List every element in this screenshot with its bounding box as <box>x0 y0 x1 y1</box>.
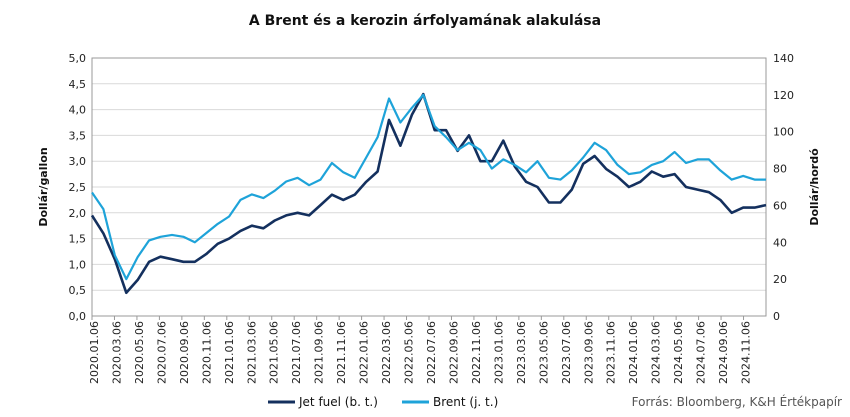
x-tick-label: 2024.11.06 <box>740 321 753 384</box>
left-axis-title: Dollár/gallon <box>37 147 50 226</box>
left-tick-label: 5,0 <box>69 52 87 65</box>
right-axis-ticks: 0 20 40 60 80 100 120 140 <box>773 52 794 323</box>
x-tick-label: 2023.09.06 <box>582 321 595 384</box>
x-tick-label: 2021.09.06 <box>313 321 326 384</box>
x-tick-label: 2024.01.06 <box>627 321 640 384</box>
x-tick-label: 2021.01.06 <box>223 321 236 384</box>
source-note: Forrás: Bloomberg, K&H Értékpapír <box>632 394 842 409</box>
x-tick-label: 2024.09.06 <box>717 321 730 384</box>
x-tick-label: 2024.05.06 <box>672 321 685 384</box>
left-tick-label: 1,0 <box>69 258 87 271</box>
x-tick-label: 2020.07.06 <box>155 321 168 384</box>
right-tick-label: 100 <box>773 126 794 139</box>
right-tick-label: 140 <box>773 52 794 65</box>
left-tick-label: 2,5 <box>69 181 87 194</box>
series-layer <box>90 92 767 295</box>
x-tick-label: 2021.11.06 <box>335 321 348 384</box>
x-tick-label: 2022.03.06 <box>380 321 393 384</box>
left-tick-label: 0,0 <box>69 310 87 323</box>
x-tick-label: 2024.03.06 <box>650 321 663 384</box>
x-tick-label: 2020.03.06 <box>110 321 123 384</box>
x-tick-label: 2020.01.06 <box>88 321 101 384</box>
right-tick-label: 60 <box>773 199 787 212</box>
left-tick-label: 1,5 <box>69 233 87 246</box>
x-tick-label: 2020.09.06 <box>178 321 191 384</box>
right-tick-label: 0 <box>773 310 780 323</box>
legend: Jet fuel (b. t.) Brent (j. t.) <box>268 395 498 409</box>
left-tick-label: 3,0 <box>69 155 87 168</box>
series-line-jet-fuel <box>90 92 767 295</box>
x-tick-label: 2022.11.06 <box>470 321 483 384</box>
x-tick-label: 2023.11.06 <box>605 321 618 384</box>
x-tick-label: 2023.03.06 <box>515 321 528 384</box>
right-tick-label: 120 <box>773 89 794 102</box>
x-tick-label: 2021.07.06 <box>290 321 303 384</box>
grid-layer <box>92 83 766 291</box>
chart-title: A Brent és a kerozin árfolyamának alakul… <box>249 13 601 29</box>
left-tick-label: 4,5 <box>69 78 87 91</box>
x-tick-label: 2020.11.06 <box>200 321 213 384</box>
right-tick-label: 80 <box>773 163 787 176</box>
left-tick-label: 2,0 <box>69 207 87 220</box>
x-tick-label: 2022.05.06 <box>403 321 416 384</box>
x-tick-label: 2022.09.06 <box>447 321 460 384</box>
series-line-brent <box>91 93 766 281</box>
x-tick-label: 2022.01.06 <box>358 321 371 384</box>
right-tick-label: 40 <box>773 236 787 249</box>
x-axis-ticks: 2020.01.06 2020.03.06 2020.05.06 2020.07.06… <box>88 316 753 384</box>
left-axis-ticks: 0,0 0,5 1,0 1,5 2,0 2,5 3,0 3,5 4,0 4,5 5,0 <box>69 52 87 323</box>
x-tick-label: 2024.07.06 <box>695 321 708 384</box>
x-tick-label: 2023.05.06 <box>537 321 550 384</box>
x-tick-label: 2021.03.06 <box>245 321 258 384</box>
left-tick-label: 4,0 <box>69 104 87 117</box>
left-tick-label: 0,5 <box>69 284 87 297</box>
legend-label-brent: Brent (j. t.) <box>433 395 498 409</box>
right-tick-label: 20 <box>773 273 787 286</box>
x-tick-label: 2021.05.06 <box>268 321 281 384</box>
x-tick-label: 2023.01.06 <box>492 321 505 384</box>
x-tick-label: 2020.05.06 <box>133 321 146 384</box>
left-tick-label: 3,5 <box>69 129 87 142</box>
x-tick-label: 2022.07.06 <box>425 321 438 384</box>
right-axis-title: Dollár/hordó <box>808 148 821 226</box>
legend-label-jet-fuel: Jet fuel (b. t.) <box>298 395 378 409</box>
x-tick-label: 2023.07.06 <box>560 321 573 384</box>
